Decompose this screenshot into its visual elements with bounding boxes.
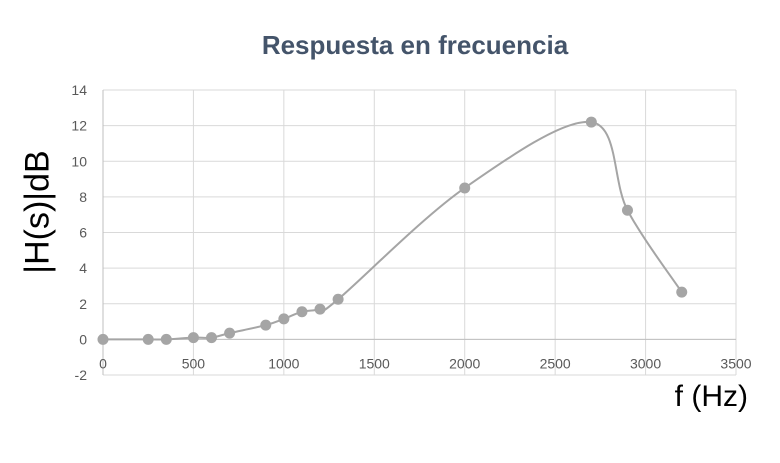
data-point xyxy=(260,319,272,331)
x-tick-label: 2500 xyxy=(540,355,571,371)
x-tick-label: 1000 xyxy=(268,355,299,371)
data-point xyxy=(142,333,154,345)
y-tick-label: 2 xyxy=(79,296,87,312)
y-tick-label: 12 xyxy=(71,118,87,134)
y-tick-label: 8 xyxy=(79,189,87,205)
x-tick-label: 3000 xyxy=(630,355,661,371)
x-tick-label: 1500 xyxy=(359,355,390,371)
data-point xyxy=(459,182,471,194)
data-point xyxy=(206,332,218,344)
y-tick-label: 10 xyxy=(71,153,87,169)
series-line xyxy=(103,120,683,341)
x-axis-label: f (Hz) xyxy=(674,380,748,413)
data-point xyxy=(160,333,172,345)
x-tick-label: 2000 xyxy=(449,355,480,371)
y-tick-label: 4 xyxy=(79,260,87,276)
chart-title: Respuesta en frecuencia xyxy=(261,30,569,60)
y-tick-label: 6 xyxy=(79,225,87,241)
x-tick-label: 3500 xyxy=(720,355,751,371)
x-tick-label: 500 xyxy=(182,355,206,371)
data-point xyxy=(585,116,597,128)
x-tick-label: 0 xyxy=(99,355,107,371)
data-point xyxy=(97,333,109,345)
y-tick-label: 0 xyxy=(79,331,87,347)
y-tick-label: 14 xyxy=(71,82,87,98)
data-point xyxy=(187,332,199,344)
data-point xyxy=(332,293,344,305)
y-tick-label: -2 xyxy=(75,367,88,383)
data-point xyxy=(676,286,688,298)
data-point xyxy=(314,303,326,315)
data-point xyxy=(224,327,236,339)
data-point xyxy=(621,204,633,216)
data-point xyxy=(278,313,290,325)
data-point xyxy=(296,306,308,318)
